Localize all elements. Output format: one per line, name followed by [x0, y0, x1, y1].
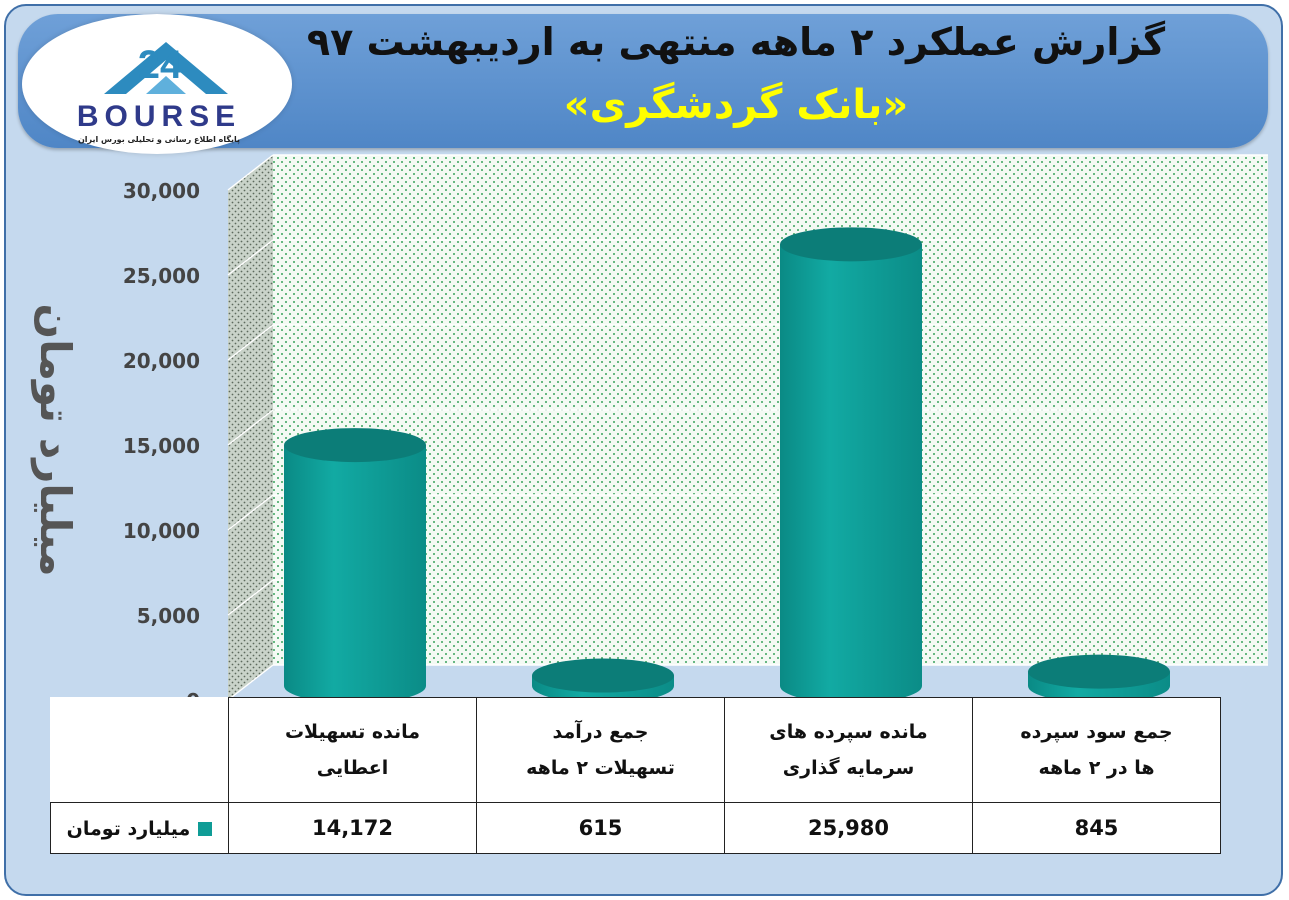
gridlines	[227, 154, 1268, 701]
value-cell: 845	[972, 802, 1221, 854]
bar-top	[780, 227, 922, 262]
gridline-side	[227, 324, 274, 361]
legend-swatch	[198, 822, 213, 836]
y-tick-label: 30,000	[123, 179, 200, 203]
gridline-side	[227, 579, 274, 616]
y-axis-label: میلیارد تومان	[31, 303, 80, 577]
y-tick-label: 25,000	[123, 264, 200, 288]
category-label: جمع سود سپرده ها در ۲ ماهه	[972, 697, 1221, 803]
category-label: مانده تسهیلات اعطایی	[228, 697, 477, 803]
data-table: مانده تسهیلات اعطایی جمع درآمد تسهیلات ۲…	[50, 697, 1221, 854]
gridline-side	[227, 154, 274, 191]
legend-cell: میلیارد تومان	[50, 802, 229, 854]
value-cell: 25,980	[724, 802, 973, 854]
bar-body	[284, 445, 426, 703]
bar-body	[780, 244, 922, 703]
legend-label: میلیارد تومان	[66, 818, 191, 840]
gridline-side	[227, 494, 274, 531]
gridline-side	[227, 664, 274, 701]
bar-top	[284, 428, 426, 463]
logo-tagline: پایگاه اطلاع رسانی و تحلیلی بورس ایران	[78, 134, 240, 145]
bourse-logo: 24 BOURSE پایگاه اطلاع رسانی و تحلیلی بو…	[22, 14, 292, 154]
svg-text:24: 24	[138, 43, 183, 87]
logo-mark: 24 BOURSE پایگاه اطلاع رسانی و تحلیلی بو…	[77, 42, 241, 145]
table-corner	[50, 697, 229, 803]
category-row: مانده تسهیلات اعطایی جمع درآمد تسهیلات ۲…	[50, 697, 1221, 803]
bar-top	[1028, 654, 1170, 689]
y-tick-label: 15,000	[123, 434, 200, 458]
chart-subtitle: «بانک گردشگری»	[563, 82, 909, 128]
chart-title: گزارش عملکرد ۲ ماهه منتهی به اردیبهشت ۹۷	[306, 20, 1166, 64]
value-cell: 14,172	[228, 802, 477, 854]
bar	[532, 658, 674, 703]
value-row: میلیارد تومان 14,172 615 25,980 845	[50, 802, 1221, 854]
bar	[780, 227, 922, 703]
value-cell: 615	[476, 802, 725, 854]
gridline-side	[227, 409, 274, 446]
bar-top	[532, 658, 674, 693]
gridline-side	[227, 239, 274, 276]
y-tick-label: 5,000	[137, 604, 200, 628]
bars	[284, 227, 1170, 703]
category-label: جمع درآمد تسهیلات ۲ ماهه	[476, 697, 725, 803]
category-label: مانده سپرده های سرمایه گذاری	[724, 697, 973, 803]
bar	[1028, 654, 1170, 703]
y-tick-label: 20,000	[123, 349, 200, 373]
logo-brand-text: BOURSE	[77, 100, 241, 133]
y-tick-label: 10,000	[123, 519, 200, 543]
bar	[284, 428, 426, 703]
